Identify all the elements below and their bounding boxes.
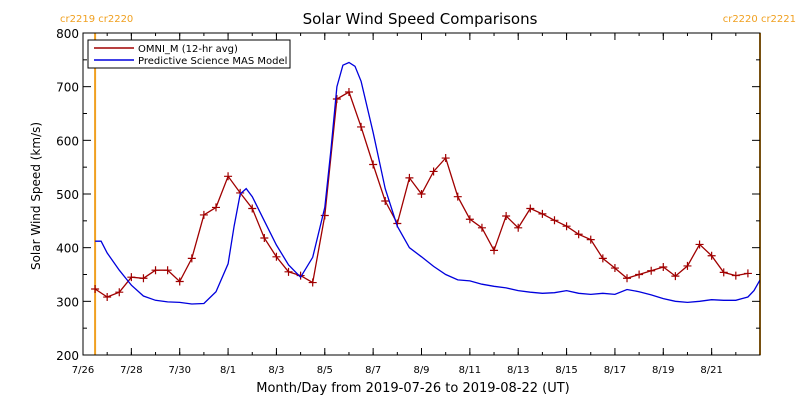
data-point: [453, 192, 462, 201]
data-point: [574, 230, 583, 239]
data-point: [248, 204, 257, 213]
data-point: [441, 154, 450, 163]
data-point: [332, 95, 341, 104]
y-tick-label: 500: [56, 188, 79, 202]
x-tick-label: 8/11: [459, 365, 481, 376]
legend-box: [87, 39, 291, 69]
y-tick-label: 700: [56, 81, 79, 95]
data-point: [490, 246, 499, 255]
x-tick-label: 8/3: [268, 365, 284, 376]
data-point: [429, 167, 438, 176]
data-point: [647, 266, 656, 275]
data-point: [635, 270, 644, 279]
data-point: [598, 254, 607, 263]
data-point: [369, 160, 378, 169]
y-axis-label: Solar Wind Speed (km/s): [29, 122, 43, 270]
y-tick-label: 300: [56, 295, 79, 309]
x-tick-label: 7/28: [120, 365, 142, 376]
data-point: [103, 293, 112, 302]
data-point: [695, 240, 704, 249]
data-point: [260, 234, 269, 243]
data-point: [151, 266, 160, 275]
x-tick-label: 8/21: [700, 365, 722, 376]
data-point: [683, 261, 692, 270]
data-point: [272, 252, 281, 261]
carrington-label-left: cr2219 cr2220: [60, 14, 133, 25]
x-tick-label: 8/15: [555, 365, 577, 376]
data-point: [357, 122, 366, 131]
data-point: [405, 173, 414, 182]
carrington-label-right: cr2220 cr2221: [723, 14, 796, 25]
data-point: [224, 172, 233, 181]
data-point: [91, 284, 100, 293]
data-point: [550, 216, 559, 225]
data-point: [139, 274, 148, 283]
x-tick-label: 8/17: [604, 365, 626, 376]
data-point: [284, 267, 293, 276]
y-tick-label: 800: [56, 27, 79, 41]
legend-label-omni: OMNI_M (12-hr avg): [138, 44, 238, 55]
data-point: [199, 210, 208, 219]
data-point: [502, 212, 511, 221]
data-point: [465, 215, 474, 224]
data-point: [659, 262, 668, 271]
chart-title: Solar Wind Speed Comparisons: [303, 10, 538, 28]
data-point: [163, 266, 172, 275]
data-point: [320, 211, 329, 220]
x-tick-label: 8/7: [365, 365, 381, 376]
data-point: [477, 223, 486, 232]
data-point: [115, 288, 124, 297]
data-point: [707, 251, 716, 260]
data-point: [610, 264, 619, 273]
x-tick-label: 8/19: [652, 365, 674, 376]
x-axis-label: Month/Day from 2019-07-26 to 2019-08-22 …: [256, 381, 569, 396]
data-point: [344, 88, 353, 97]
legend-label-mas: Predictive Science MAS Model: [138, 56, 287, 67]
series-line-1: [95, 61, 761, 305]
data-point: [514, 223, 523, 232]
data-point: [175, 277, 184, 286]
data-point: [526, 204, 535, 213]
data-point: [417, 190, 426, 198]
data-point: [743, 269, 752, 278]
data-point: [671, 272, 680, 281]
data-point: [562, 222, 571, 231]
y-tick-label: 200: [56, 349, 79, 363]
data-point: [187, 254, 196, 263]
data-point: [127, 273, 136, 282]
data-point: [623, 274, 632, 283]
x-tick-label: 8/13: [507, 365, 529, 376]
data-point: [731, 271, 740, 280]
data-point: [308, 278, 317, 287]
y-tick-label: 400: [56, 242, 79, 256]
data-point: [381, 196, 390, 205]
x-tick-label: 7/30: [168, 365, 190, 376]
legend: OMNI_M (12-hr avg) Predictive Science MA…: [87, 39, 291, 69]
x-tick-label: 7/26: [72, 365, 94, 376]
data-point: [719, 268, 728, 277]
x-tick-label: 8/1: [220, 365, 236, 376]
data-point: [211, 203, 220, 212]
data-point: [586, 235, 595, 244]
data-point: [538, 209, 547, 218]
x-tick-label: 8/9: [413, 365, 429, 376]
x-tick-label: 8/5: [317, 365, 333, 376]
y-tick-label: 600: [56, 134, 79, 148]
data-point: [296, 271, 305, 280]
